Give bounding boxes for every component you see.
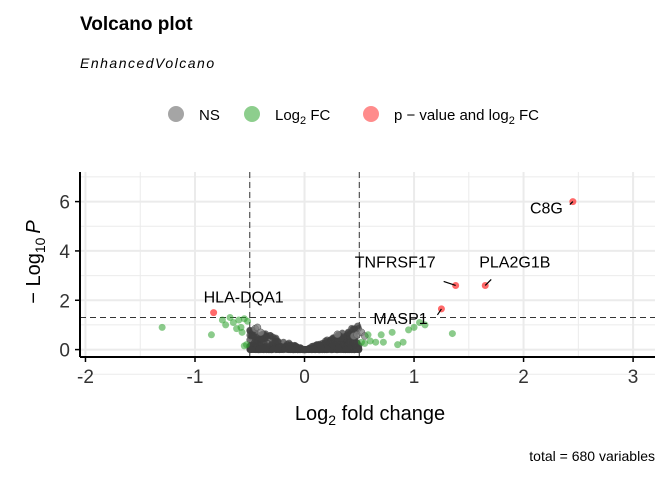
fc-point xyxy=(240,342,248,350)
x-tick-label: 1 xyxy=(409,367,420,388)
legend-label-fc: Log2 FC xyxy=(275,107,330,127)
legend-label-both: p − value and log2 FC xyxy=(394,107,539,127)
fc-point xyxy=(226,314,234,322)
y-tick-label: 4 xyxy=(59,242,70,263)
x-axis-title: Log2 fold change xyxy=(295,403,445,428)
annotations: C8G TNFRSF17 PLA2G1B HLA-DQA1 MASP1 xyxy=(204,201,574,328)
fc-point xyxy=(379,338,387,346)
fc-point xyxy=(233,325,241,333)
significant-point xyxy=(210,309,218,317)
annotation-connector xyxy=(484,279,492,286)
annotation-connector xyxy=(443,280,456,287)
legend-key-both xyxy=(363,106,379,122)
annotation-label: TNFRSF17 xyxy=(355,254,436,271)
ns-point xyxy=(324,345,332,353)
ns-point xyxy=(344,328,352,336)
x-tick-label: -1 xyxy=(187,367,204,388)
fc-point xyxy=(388,328,396,336)
fc-point xyxy=(448,330,456,338)
ns-point xyxy=(274,337,282,345)
fc-point xyxy=(421,321,429,329)
fc-point xyxy=(410,323,418,331)
legend-label-ns: NS xyxy=(199,107,220,124)
annotation-label: PLA2G1B xyxy=(479,254,550,271)
x-tick-label: 3 xyxy=(628,367,639,388)
fc-point xyxy=(394,341,402,349)
ns-point xyxy=(302,346,310,354)
fc-point xyxy=(229,318,237,326)
fc-point xyxy=(416,318,424,326)
ns-point xyxy=(256,328,265,337)
chart-title: Volcano plot xyxy=(80,14,193,35)
annotation-label: MASP1 xyxy=(373,311,427,328)
legend-key-fc xyxy=(244,106,260,122)
ns-point xyxy=(311,345,319,353)
ns-point xyxy=(285,342,293,350)
fc-point xyxy=(222,321,230,329)
ns-point xyxy=(247,346,255,354)
legend-key-ns xyxy=(168,106,184,122)
fc-point xyxy=(361,339,369,347)
fc-point xyxy=(238,328,246,336)
caption: total = 680 variables xyxy=(529,448,655,464)
ns-point xyxy=(333,330,342,339)
fc-point xyxy=(372,338,380,346)
data-points xyxy=(158,198,577,354)
y-tick-label: 0 xyxy=(59,341,70,362)
ns-point xyxy=(335,346,343,354)
chart-subtitle: EnhancedVolcano xyxy=(80,55,216,71)
x-tick-label: -2 xyxy=(77,367,94,388)
fc-point xyxy=(405,326,413,334)
fc-point xyxy=(218,316,226,324)
fc-point xyxy=(235,316,243,324)
fc-point xyxy=(244,317,252,325)
fc-point xyxy=(364,331,372,339)
annotation-connector xyxy=(436,308,442,316)
annotation-label: HLA-DQA1 xyxy=(204,290,284,307)
annotation-label: C8G xyxy=(530,201,563,218)
legend: NS Log2 FC p − value and log2 FC xyxy=(168,106,539,127)
annotation-connector xyxy=(569,201,574,206)
fc-point xyxy=(377,331,385,339)
ns-point xyxy=(333,338,341,346)
fc-point xyxy=(366,337,374,345)
ns-point xyxy=(342,346,350,354)
ns-point xyxy=(269,338,277,346)
ns-point xyxy=(257,344,265,352)
x-tick-label: 2 xyxy=(518,367,529,388)
ns-point xyxy=(317,344,325,352)
ns-point xyxy=(275,343,283,351)
axes: -2 -1 0 1 2 3 0 2 4 6 xyxy=(59,172,655,388)
ns-point xyxy=(263,342,271,350)
y-tick-label: 6 xyxy=(59,193,70,214)
x-tick-label: 0 xyxy=(299,367,310,388)
fc-point xyxy=(207,331,215,339)
y-axis-title: − Log10P xyxy=(23,220,48,304)
y-tick-label: 2 xyxy=(59,291,70,312)
fc-point xyxy=(158,323,166,331)
ns-point xyxy=(353,345,361,353)
ns-point xyxy=(257,336,265,344)
fc-point xyxy=(399,338,407,346)
